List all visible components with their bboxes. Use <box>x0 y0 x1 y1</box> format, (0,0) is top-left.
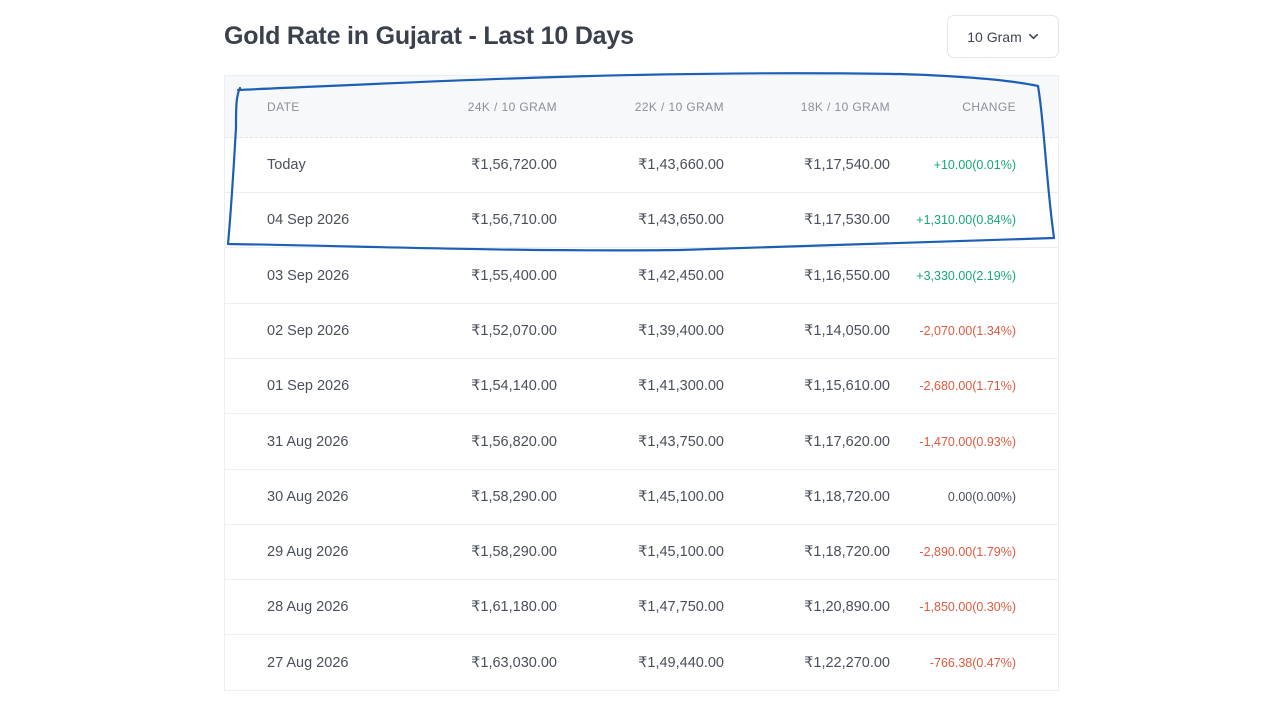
cell-change: -2,680.00(1.71%) <box>919 379 1016 394</box>
table-row: 29 Aug 2026 ₹1,58,290.00 ₹1,45,100.00 ₹1,18… <box>225 525 1058 581</box>
cell-change: +3,330.00(2.19%) <box>916 268 1016 283</box>
cell-change: 0.00(0.00%) <box>947 489 1016 504</box>
cell-24k-rate: ₹1,63,030.00 <box>471 655 557 672</box>
header-18k: 18K / 10 GRAM <box>800 99 890 114</box>
cell-change: -766.38(0.47%) <box>929 656 1016 671</box>
cell-date: 02 Sep 2026 <box>267 322 350 339</box>
cell-24k-rate: ₹1,56,720.00 <box>471 157 557 173</box>
header-22k: 22K / 10 GRAM <box>634 99 724 114</box>
unit-dropdown-value: 10 Gram <box>967 28 1022 45</box>
cell-18k-rate: ₹1,18,720.00 <box>804 488 890 505</box>
cell-change: -2,070.00(1.34%) <box>919 323 1016 338</box>
cell-date: 30 Aug 2026 <box>267 488 349 505</box>
cell-18k-rate: ₹1,18,720.00 <box>804 544 890 561</box>
header-date: DATE <box>267 99 300 114</box>
gold-rate-table: DATE 24K / 10 GRAM 22K / 10 GRAM 18K / 1… <box>224 75 1059 691</box>
cell-date: 28 Aug 2026 <box>267 599 349 616</box>
cell-18k-rate: ₹1,15,610.00 <box>804 378 890 395</box>
table-row: 27 Aug 2026 ₹1,63,030.00 ₹1,49,440.00 ₹1,22… <box>225 636 1058 691</box>
cell-22k-rate: ₹1,47,750.00 <box>638 599 724 616</box>
cell-24k-rate: ₹1,56,710.00 <box>471 212 557 229</box>
cell-22k-rate: ₹1,43,660.00 <box>638 157 724 173</box>
table-row: 28 Aug 2026 ₹1,61,180.00 ₹1,47,750.00 ₹1,20… <box>225 580 1058 636</box>
cell-change: +10.00(0.01%) <box>933 158 1016 172</box>
cell-22k-rate: ₹1,43,650.00 <box>638 212 724 229</box>
cell-24k-rate: ₹1,61,180.00 <box>471 599 557 616</box>
header-24k: 24K / 10 GRAM <box>467 99 557 114</box>
cell-date: 04 Sep 2026 <box>267 212 350 229</box>
cell-change: -1,850.00(0.30%) <box>919 600 1016 615</box>
cell-24k-rate: ₹1,58,290.00 <box>471 488 557 505</box>
cell-22k-rate: ₹1,41,300.00 <box>638 378 724 395</box>
cell-date: 29 Aug 2026 <box>267 544 349 561</box>
cell-22k-rate: ₹1,45,100.00 <box>638 488 724 505</box>
header-change: CHANGE <box>962 99 1016 114</box>
cell-18k-rate: ₹1,17,620.00 <box>804 433 890 450</box>
table-header-row: DATE 24K / 10 GRAM 22K / 10 GRAM 18K / 1… <box>225 76 1058 138</box>
cell-date: 31 Aug 2026 <box>267 433 349 450</box>
cell-18k-rate: ₹1,20,890.00 <box>804 599 890 616</box>
cell-24k-rate: ₹1,55,400.00 <box>471 267 557 284</box>
table-row: 02 Sep 2026 ₹1,52,070.00 ₹1,39,400.00 ₹1,14… <box>225 304 1058 359</box>
cell-change: +1,310.00(0.84%) <box>916 213 1016 228</box>
cell-18k-rate: ₹1,14,050.00 <box>804 322 890 339</box>
cell-date: 03 Sep 2026 <box>267 267 350 284</box>
cell-change: -1,470.00(0.93%) <box>919 434 1016 449</box>
chevron-down-icon <box>1028 29 1039 45</box>
table-row: 03 Sep 2026 ₹1,55,400.00 ₹1,42,450.00 ₹1,16… <box>225 249 1058 304</box>
cell-18k-rate: ₹1,16,550.00 <box>804 267 890 284</box>
table-row: 30 Aug 2026 ₹1,58,290.00 ₹1,45,100.00 ₹1,18… <box>225 470 1058 525</box>
cell-24k-rate: ₹1,52,070.00 <box>471 322 557 339</box>
cell-24k-rate: ₹1,56,820.00 <box>471 433 557 450</box>
cell-18k-rate: ₹1,17,540.00 <box>804 157 890 173</box>
table-row: 01 Sep 2026 ₹1,54,140.00 ₹1,41,300.00 ₹1,15… <box>225 359 1058 415</box>
cell-date: 27 Aug 2026 <box>267 655 349 672</box>
cell-22k-rate: ₹1,45,100.00 <box>638 544 724 561</box>
cell-22k-rate: ₹1,39,400.00 <box>638 322 724 339</box>
table-row: 31 Aug 2026 ₹1,56,820.00 ₹1,43,750.00 ₹1,17… <box>225 415 1058 470</box>
cell-24k-rate: ₹1,58,290.00 <box>471 544 557 561</box>
cell-22k-rate: ₹1,49,440.00 <box>638 655 724 672</box>
cell-24k-rate: ₹1,54,140.00 <box>471 378 557 395</box>
cell-22k-rate: ₹1,42,450.00 <box>638 267 724 284</box>
cell-date: Today <box>267 157 306 173</box>
table-row: Today ₹1,56,720.00 ₹1,43,660.00 ₹1,17,540.0… <box>225 138 1058 193</box>
page-title: Gold Rate in Gujarat - Last 10 Days <box>224 22 634 50</box>
cell-18k-rate: ₹1,17,530.00 <box>804 212 890 229</box>
cell-18k-rate: ₹1,22,270.00 <box>804 655 890 672</box>
table-row: 04 Sep 2026 ₹1,56,710.00 ₹1,43,650.00 ₹1,17… <box>225 193 1058 249</box>
cell-date: 01 Sep 2026 <box>267 378 350 395</box>
unit-dropdown[interactable]: 10 Gram <box>947 15 1059 58</box>
cell-change: -2,890.00(1.79%) <box>919 545 1016 560</box>
cell-22k-rate: ₹1,43,750.00 <box>638 433 724 450</box>
